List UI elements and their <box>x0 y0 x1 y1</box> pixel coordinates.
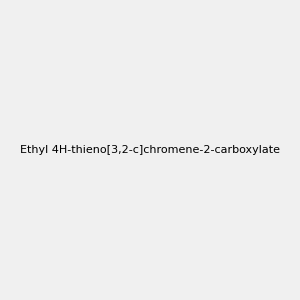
Text: Ethyl 4H-thieno[3,2-c]chromene-2-carboxylate: Ethyl 4H-thieno[3,2-c]chromene-2-carboxy… <box>20 145 280 155</box>
